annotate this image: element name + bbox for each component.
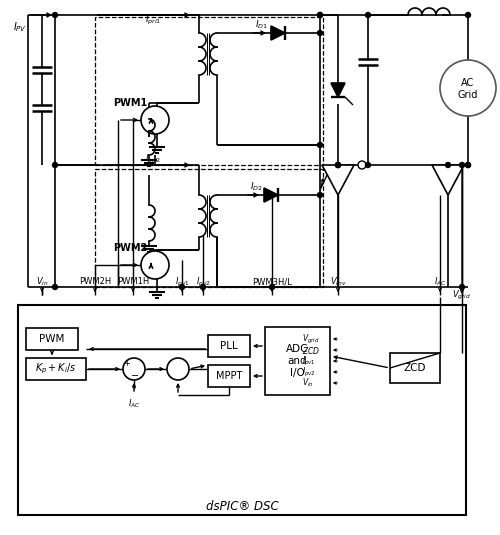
Text: $I_{PV}$: $I_{PV}$ (13, 20, 27, 34)
Polygon shape (271, 26, 285, 40)
Circle shape (336, 163, 340, 167)
Circle shape (318, 12, 322, 18)
Circle shape (440, 60, 496, 116)
Circle shape (446, 163, 450, 167)
Circle shape (366, 163, 370, 167)
Circle shape (318, 12, 322, 18)
Circle shape (167, 358, 189, 380)
Text: PWM3H/L: PWM3H/L (252, 278, 292, 287)
Circle shape (466, 163, 470, 167)
Bar (18, 305, 466, 515)
Text: $I_{AC}$: $I_{AC}$ (434, 276, 446, 288)
Text: $V_{grid}$: $V_{grid}$ (302, 332, 320, 346)
Bar (390, 353, 440, 383)
Circle shape (318, 30, 322, 35)
Text: $I_{pv2}$: $I_{pv2}$ (302, 365, 316, 379)
Text: $V_{inv}$: $V_{inv}$ (330, 276, 346, 288)
Bar (95, 169, 323, 287)
Text: $V_{grid}$: $V_{grid}$ (452, 288, 471, 302)
Circle shape (366, 12, 370, 18)
Text: $I_{AC}$: $I_{AC}$ (128, 397, 140, 409)
Text: MPPT: MPPT (216, 371, 242, 381)
Text: $I_{pv2}$: $I_{pv2}$ (196, 276, 210, 288)
Circle shape (270, 285, 274, 289)
Text: PWM1H: PWM1H (117, 278, 149, 287)
Circle shape (336, 163, 340, 167)
Bar (26, 328, 78, 350)
Text: ZCD: ZCD (404, 363, 426, 373)
Circle shape (52, 163, 58, 167)
Text: dsPIC® DSC: dsPIC® DSC (206, 501, 279, 514)
Text: $I_{D2}$: $I_{D2}$ (250, 181, 262, 193)
Circle shape (466, 163, 470, 167)
Text: $I_{pv1}$: $I_{pv1}$ (302, 355, 316, 368)
Circle shape (52, 12, 58, 18)
Text: $I_{pri2}$: $I_{pri2}$ (145, 152, 161, 165)
Text: $V_{in}$: $V_{in}$ (36, 276, 49, 288)
Circle shape (52, 285, 58, 289)
Text: PWM2H: PWM2H (79, 278, 111, 287)
Circle shape (358, 161, 366, 169)
Circle shape (336, 163, 340, 167)
Text: PWM: PWM (40, 334, 64, 344)
Text: PWM2: PWM2 (113, 243, 147, 253)
Circle shape (123, 358, 145, 380)
Bar (265, 327, 330, 395)
Text: $I_{pv1}$: $I_{pv1}$ (174, 276, 190, 288)
Text: $I_{pri1}$: $I_{pri1}$ (145, 13, 161, 27)
Text: PLL: PLL (220, 341, 238, 351)
Text: $V_{in}$: $V_{in}$ (302, 377, 314, 389)
Circle shape (180, 285, 184, 289)
Circle shape (318, 142, 322, 148)
Circle shape (141, 251, 169, 279)
Circle shape (460, 163, 464, 167)
Text: $K_p + K_i/s$: $K_p + K_i/s$ (35, 362, 77, 376)
Bar (208, 365, 250, 387)
Text: Grid: Grid (458, 90, 478, 100)
Polygon shape (331, 83, 345, 97)
Bar (95, 17, 323, 165)
Text: $ZCD$: $ZCD$ (302, 345, 320, 355)
Text: +: + (124, 360, 130, 369)
Bar (208, 335, 250, 357)
Circle shape (200, 285, 205, 289)
Polygon shape (264, 188, 278, 202)
Text: −: − (131, 371, 139, 381)
Bar (26, 358, 86, 380)
Text: PWM1: PWM1 (113, 98, 147, 108)
Circle shape (466, 12, 470, 18)
Text: $I_{D1}$: $I_{D1}$ (256, 19, 268, 31)
Circle shape (460, 285, 464, 289)
Polygon shape (432, 165, 464, 195)
Circle shape (318, 193, 322, 197)
Polygon shape (322, 165, 354, 195)
Text: AC: AC (462, 78, 474, 88)
Text: ADC
and
I/O: ADC and I/O (286, 345, 308, 378)
Circle shape (141, 106, 169, 134)
